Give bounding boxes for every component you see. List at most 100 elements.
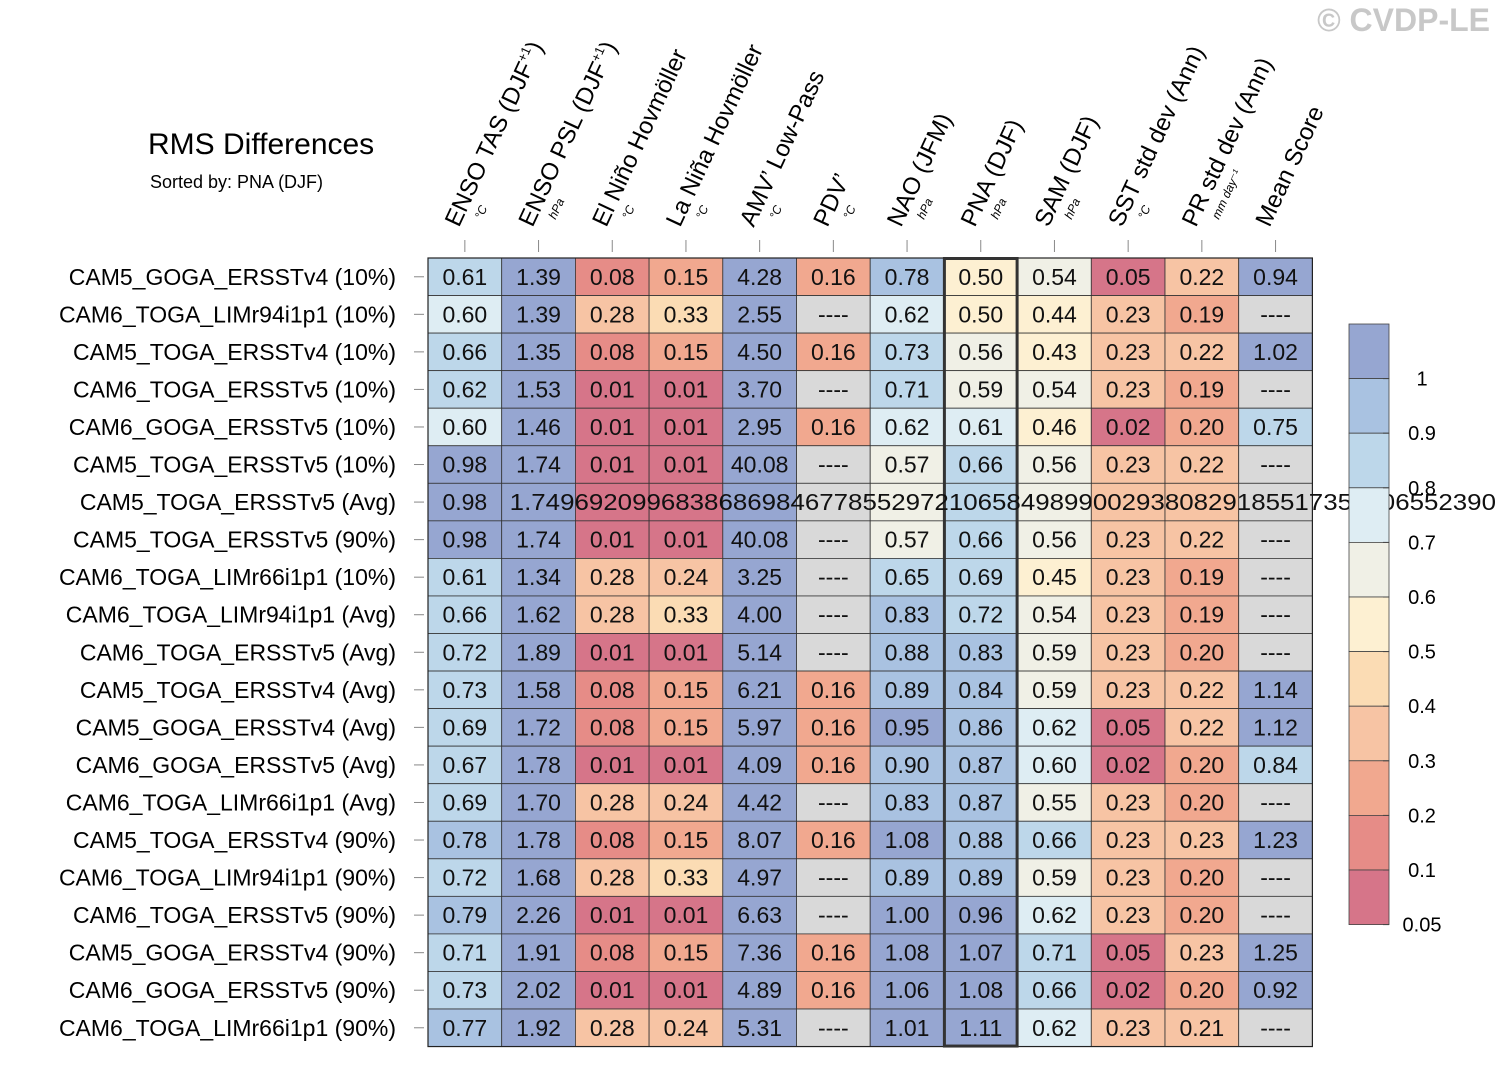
cell-value: 0.60 (1032, 752, 1077, 778)
cell-value: 2.02 (516, 977, 561, 1003)
heatmap-cell (427, 407, 503, 447)
cell-value: 0.90 (885, 752, 930, 778)
heatmap-cell (575, 670, 650, 709)
heatmap-cell (427, 858, 503, 897)
cell-value: 4.50 (737, 339, 782, 365)
heatmap-cell (648, 783, 724, 822)
cell-value: 0.66 (1032, 827, 1077, 853)
heatmap-cell (1017, 971, 1092, 1010)
cell-value: 0.15 (664, 940, 709, 966)
cell-value: 0.23 (1179, 940, 1224, 966)
cell-value: 0.84 (1253, 752, 1298, 778)
heatmap-cell (648, 445, 724, 484)
heatmap-cell (648, 820, 724, 860)
cell-value: 1.92 (516, 1015, 561, 1041)
heatmap-cell (869, 295, 945, 334)
heatmap-cell (501, 708, 576, 747)
cell-value: 1.74 (516, 452, 561, 478)
legend-swatch (1348, 596, 1390, 652)
cell-value: 0.79 (442, 902, 487, 928)
row-label: CAM6_TOGA_LIMr66i1p1 (Avg) (66, 789, 396, 815)
heatmap-cell (1164, 895, 1240, 935)
cell-value: 5.31 (737, 1015, 782, 1041)
cell-value: 0.71 (442, 940, 487, 966)
heatmap-cell (501, 745, 576, 785)
cell-value: 1.02 (1253, 339, 1298, 365)
cell-value: 1.35 (516, 339, 561, 365)
heatmap-cell (1164, 1008, 1240, 1047)
cell-value: 0.19 (1179, 376, 1224, 402)
heatmap-cell (427, 370, 503, 409)
heatmap-cell (796, 407, 871, 447)
heatmap-cell (501, 370, 576, 409)
legend-swatch (1348, 651, 1390, 707)
cell-value: 0.62 (885, 301, 930, 327)
heatmap-cell (1238, 633, 1313, 672)
cell-value: 5.14 (737, 639, 782, 665)
heatmap-cell (1017, 895, 1092, 935)
heatmap-cell (501, 971, 576, 1010)
cell-value: ---- (818, 902, 849, 928)
cell-value: 1.78 (516, 827, 561, 853)
watermark: © CVDP-LE (1317, 2, 1490, 38)
cell-value: 0.23 (1106, 902, 1151, 928)
cell-value: 0.24 (664, 789, 709, 815)
cell-value: ---- (1260, 789, 1291, 815)
heatmap-cell (1164, 858, 1240, 897)
heatmap-cell (575, 745, 650, 785)
cell-value: 0.16 (811, 677, 856, 703)
cell-value: 5.97 (737, 714, 782, 740)
cell-value: 0.23 (1106, 677, 1151, 703)
heatmap-cell (1164, 370, 1240, 409)
cell-value: 0.60 (442, 301, 487, 327)
heatmap-cell (1164, 445, 1240, 484)
cell-value: 0.23 (1106, 376, 1151, 402)
cell-value: 0.22 (1179, 714, 1224, 740)
legend-label: 0.6 (1408, 587, 1436, 609)
cell-value: 0.01 (590, 527, 635, 553)
cell-value: ---- (818, 376, 849, 402)
cell-value: 0.33 (664, 865, 709, 891)
chart-title: RMS Differences (148, 128, 375, 161)
cell-value: 0.59 (1032, 639, 1077, 665)
row-label: CAM6_GOGA_ERSSTv5 (10%) (69, 414, 396, 440)
heatmap-cell (722, 858, 797, 897)
cell-value: 4.00 (737, 602, 782, 628)
cell-value: 0.61 (442, 264, 487, 290)
cell-value: 40.08 (731, 452, 789, 478)
cell-value: 2.26 (516, 902, 561, 928)
cell-value: 0.83 (885, 602, 930, 628)
legend-label: 0.3 (1408, 751, 1436, 773)
legend-swatch (1348, 323, 1390, 379)
heatmap-cell (796, 520, 871, 559)
cell-value: 0.02 (1106, 977, 1151, 1003)
row-label: CAM6_TOGA_LIMr94i1p1 (90%) (59, 865, 396, 891)
heatmap-cells (427, 257, 1313, 1047)
heatmap-cell (943, 520, 1019, 559)
cell-value: 0.23 (1106, 452, 1151, 478)
cell-value: 0.08 (590, 677, 635, 703)
row-label: CAM6_TOGA_LIMr66i1p1 (10%) (59, 564, 396, 590)
heatmap-cell (427, 1008, 503, 1047)
heatmap-cell (796, 482, 871, 522)
heatmap-cell (1090, 558, 1166, 597)
heatmap-cell (501, 670, 576, 709)
cell-value: 1.91 (516, 940, 561, 966)
cell-value: 1.14 (1253, 677, 1298, 703)
heatmap-cell (1164, 482, 1240, 522)
cell-value: 0.05 (1106, 714, 1151, 740)
heatmap-cell (575, 708, 650, 747)
heatmap-cell (427, 295, 503, 334)
cell-value: 0.05 (1106, 940, 1151, 966)
heatmap-cell (1164, 295, 1240, 334)
heatmap-cell (1090, 482, 1166, 522)
heatmap-cell (1090, 633, 1166, 672)
row-label: CAM6_TOGA_ERSSTv5 (90%) (73, 902, 396, 928)
cell-value: 0.72 (958, 602, 1003, 628)
cell-value: 4.09 (737, 752, 782, 778)
row-label: CAM6_TOGA_LIMr94i1p1 (Avg) (66, 602, 396, 628)
cell-value: 0.98 (442, 452, 487, 478)
cell-value: 0.60 (442, 414, 487, 440)
heatmap-cell (869, 708, 945, 747)
heatmap-cell (796, 332, 871, 372)
